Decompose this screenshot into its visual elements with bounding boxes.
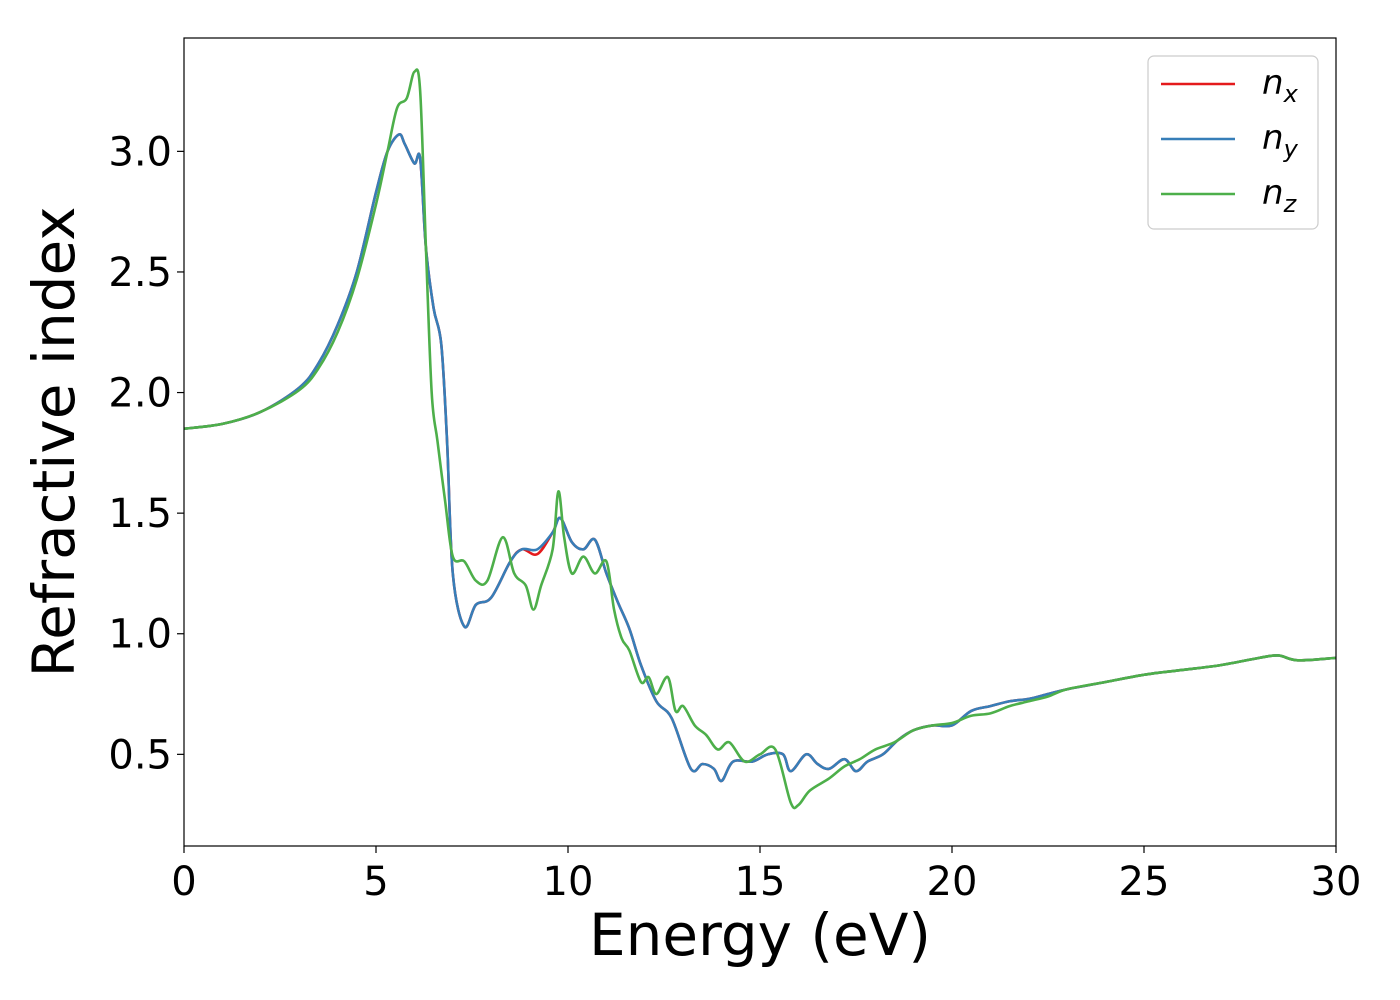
y-tick-label: 2.0: [108, 371, 172, 417]
y-tick-label: 0.5: [108, 732, 172, 778]
x-axis-title: Energy (eV): [589, 901, 931, 969]
y-tick-label: 1.0: [108, 612, 172, 658]
x-tick-label: 30: [1311, 859, 1362, 905]
y-axis: 0.5 1.0 1.5 2.0 2.5 3.0: [108, 129, 184, 778]
x-tick-label: 10: [543, 859, 594, 905]
y-axis-title: Refractive index: [20, 206, 88, 677]
series-line-z: [184, 68, 1336, 810]
x-tick-label: 25: [1119, 859, 1170, 905]
x-tick-label: 20: [927, 859, 978, 905]
y-tick-label: 2.5: [108, 250, 172, 296]
y-tick-label: 3.0: [108, 129, 172, 175]
series-line-y: [184, 133, 1336, 783]
y-tick-label: 1.5: [108, 491, 172, 537]
x-axis: 0 5 10 15 20 25 30: [171, 846, 1361, 905]
series-line-x: [184, 133, 1336, 783]
x-tick-label: 5: [363, 859, 388, 905]
plot-lines: [184, 68, 1336, 810]
x-tick-label: 15: [735, 859, 786, 905]
legend-box: [1147, 55, 1319, 230]
x-tick-label: 0: [171, 859, 196, 905]
